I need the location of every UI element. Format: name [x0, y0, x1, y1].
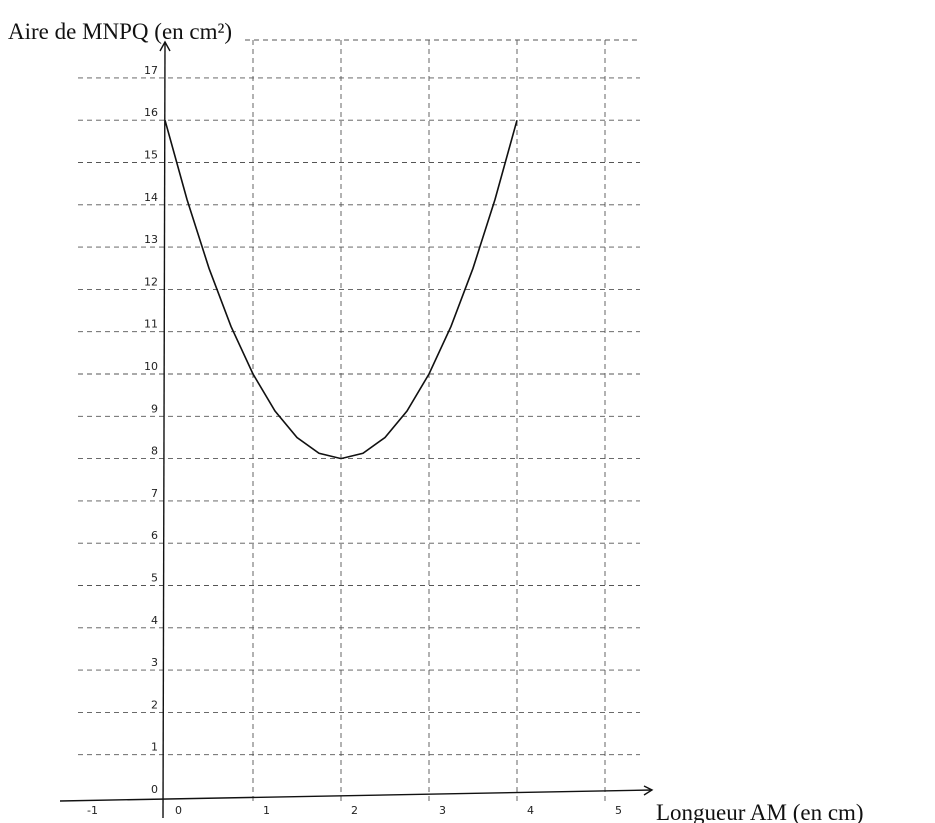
x-tick-label: -1 — [87, 804, 98, 817]
y-tick-labels: 01234567891011121314151617 — [144, 64, 158, 796]
y-tick-label: 2 — [151, 698, 158, 711]
y-tick-label: 16 — [144, 106, 158, 119]
y-tick-label: 13 — [144, 233, 158, 246]
x-tick-label: 2 — [351, 804, 358, 817]
x-tick-label: 3 — [439, 804, 446, 817]
x-tick-labels: -1 0 1 2 3 4 5 — [87, 804, 622, 817]
y-tick-label: 15 — [144, 149, 158, 162]
y-tick-label: 3 — [151, 656, 158, 669]
y-tick-label: 9 — [151, 402, 158, 415]
y-tick-label: 8 — [151, 445, 158, 458]
y-tick-label: 7 — [151, 487, 158, 500]
x-axis-label: Longueur AM (en cm) — [656, 800, 864, 823]
chart-title: Aire de MNPQ (en cm²) — [8, 19, 232, 44]
x-tick-label: 1 — [263, 804, 270, 817]
y-tick-label: 17 — [144, 64, 158, 77]
y-tick-label: 5 — [151, 572, 158, 585]
y-tick-label: 4 — [151, 614, 158, 627]
y-tick-label: 0 — [151, 783, 158, 796]
x-axis — [60, 790, 652, 801]
x-tick-label: 5 — [615, 804, 622, 817]
y-tick-label: 11 — [144, 318, 158, 331]
y-tick-label: 1 — [151, 741, 158, 754]
y-axis — [163, 42, 165, 818]
y-tick-label: 10 — [144, 360, 158, 373]
y-tick-label: 14 — [144, 191, 158, 204]
y-tick-label: 6 — [151, 529, 158, 542]
gridlines — [78, 40, 640, 805]
x-tick-label: 4 — [527, 804, 534, 817]
y-tick-label: 12 — [144, 275, 158, 288]
x-tick-label: 0 — [175, 804, 182, 817]
